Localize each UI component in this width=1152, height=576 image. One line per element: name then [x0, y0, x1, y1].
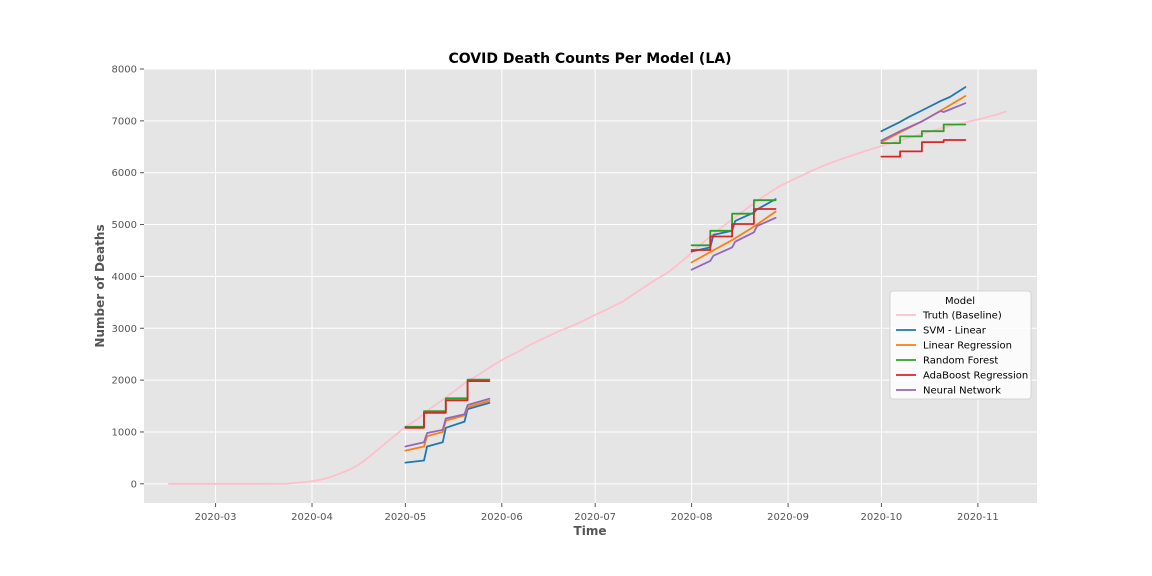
series-line-adaboost-regression: [690, 208, 777, 251]
series-line-adaboost-regression: [404, 380, 491, 429]
x-tick-label: 2020-10: [861, 512, 903, 523]
legend-label-adaboost-regression: AdaBoost Regression: [923, 371, 1028, 382]
x-tick-label: 2020-05: [384, 512, 426, 523]
series-line-svm-linear: [880, 86, 967, 133]
series-lines: [167, 86, 1007, 485]
y-tick-label: 3000: [112, 324, 137, 335]
series-line-neural-network: [880, 102, 967, 142]
x-axis-label: Time: [574, 524, 607, 538]
series-line-random-forest: [880, 123, 967, 145]
x-tick-label: 2020-03: [195, 512, 237, 523]
chart-title: COVID Death Counts Per Model (LA): [449, 51, 732, 67]
legend-label-svm-linear: SVM - Linear: [923, 326, 987, 337]
series-line-neural-network: [690, 216, 777, 271]
series-line-adaboost-regression: [880, 139, 967, 158]
y-tick-label: 5000: [112, 220, 137, 231]
legend-label-neural-network: Neural Network: [923, 386, 1001, 397]
x-tick-label: 2020-07: [574, 512, 616, 523]
x-tick-label: 2020-06: [481, 512, 523, 523]
x-tick-label: 2020-11: [957, 512, 999, 523]
legend-label-truth-baseline: Truth (Baseline): [922, 311, 1002, 322]
x-tick-label: 2020-09: [767, 512, 809, 523]
plot-area: [144, 69, 1037, 503]
legend: Model Truth (Baseline) SVM - Linear Linear…: [889, 290, 1032, 400]
series-line-neural-network: [404, 397, 491, 448]
y-tick-label: 0: [131, 479, 137, 490]
y-axis-label: Number of Deaths: [93, 224, 107, 347]
y-tick-label: 1000: [112, 427, 137, 438]
y-tick-label: 7000: [112, 116, 137, 127]
y-tick-label: 4000: [112, 272, 137, 283]
legend-title: Model: [945, 296, 975, 307]
y-tick-label: 2000: [112, 376, 137, 387]
legend-box: [889, 290, 1032, 400]
series-line-svm-linear: [404, 401, 491, 464]
series-line-truth-baseline: [167, 110, 1007, 485]
legend-label-linear-regression: Linear Regression: [923, 341, 1012, 352]
series-line-linear-regression: [690, 210, 777, 264]
y-tick-label: 6000: [112, 168, 137, 179]
x-tick-label: 2020-08: [671, 512, 713, 523]
legend-label-random-forest: Random Forest: [923, 356, 998, 367]
axis-ticks: 2020-03 2020-04 2020-05 2020-06 2020-07 2020-…: [112, 65, 999, 524]
y-tick-label: 8000: [112, 65, 137, 76]
x-tick-label: 2020-04: [291, 512, 333, 523]
